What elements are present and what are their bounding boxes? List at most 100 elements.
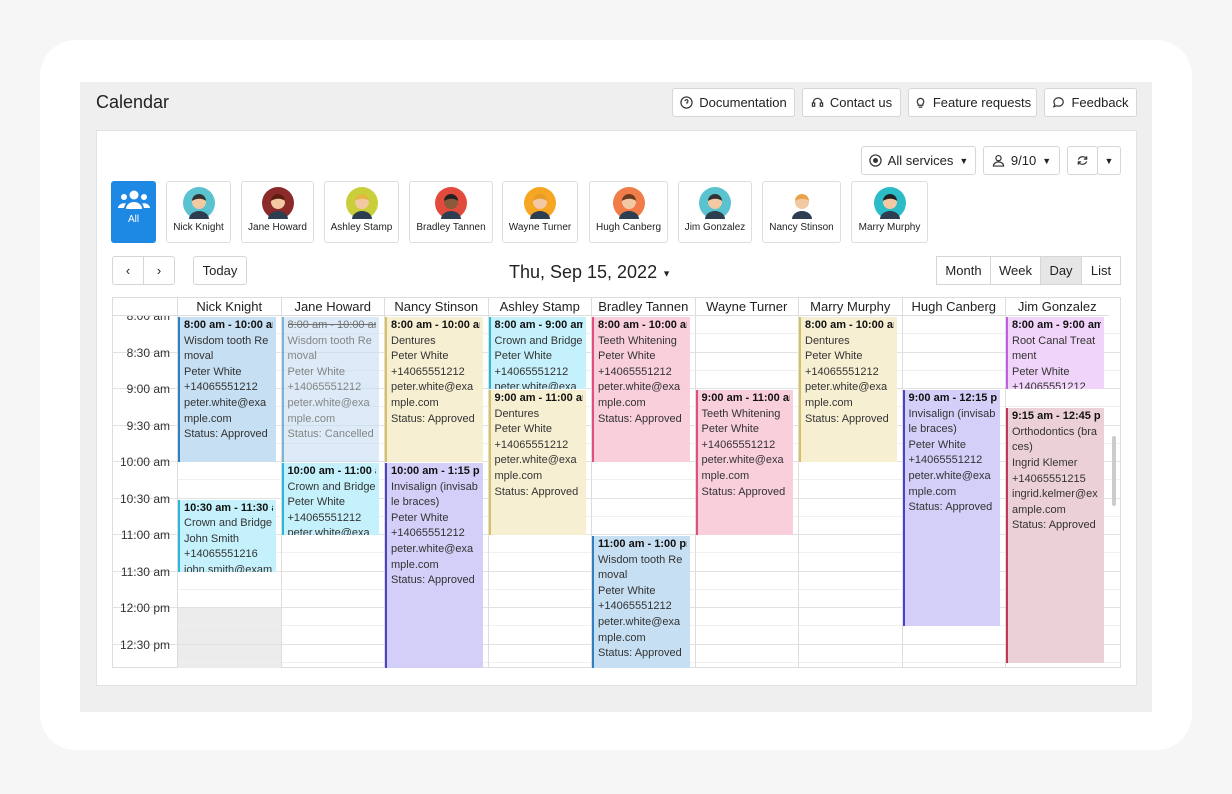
column-line (694, 316, 696, 668)
view-button[interactable]: List (1081, 256, 1121, 285)
event-line: Status: Approved (391, 574, 475, 587)
staff-filter[interactable]: Ashley Stamp (324, 181, 399, 243)
event-line: Teeth Whitening (701, 407, 781, 420)
time-label: 12:00 pm (119, 601, 170, 616)
event-line: Teeth Whitening (598, 334, 677, 347)
column-line (901, 316, 903, 668)
event[interactable]: 9:00 am - 11:00 am Dentures Peter White +14… (488, 390, 586, 536)
staff-filter-all[interactable]: All (111, 181, 156, 243)
event[interactable]: 8:00 am - 10:00 am Dentures Peter White +14… (799, 317, 897, 463)
event-line: Status: Approved (494, 485, 579, 498)
event-line: ingrid.kelmer@example.com (1012, 488, 1098, 516)
header-button[interactable]: Contact us (802, 88, 901, 117)
event[interactable]: 8:00 am - 9:00 am Crown and Bridge Peter W… (488, 317, 586, 390)
event[interactable]: 11:00 am - 1:00 pm Wisdom tooth Removal Pe… (592, 536, 690, 668)
header-corner (112, 298, 177, 316)
event[interactable]: 8:00 am - 9:00 am Root Canal Treatment Pet… (1006, 317, 1104, 390)
time-label: 9:30 am (126, 418, 170, 433)
event-line: Peter White (598, 584, 656, 597)
grid-line (177, 515, 1120, 517)
event-line: Peter White (391, 511, 449, 524)
event-line: Peter White (391, 350, 449, 363)
column-line (798, 316, 799, 668)
next-button[interactable]: › (143, 256, 175, 285)
column-header: Marry Murphy (798, 298, 902, 316)
view-button[interactable]: Day (1040, 256, 1082, 285)
services-dropdown[interactable]: All services ▼ (861, 146, 976, 175)
staff-filter[interactable]: Nick Knight (166, 181, 231, 243)
filter-label: Ashley Stamp (330, 222, 393, 233)
prev-button[interactable]: ‹ (112, 256, 144, 285)
event-line: Peter White (1012, 365, 1070, 378)
event-line: +14065551212 (391, 527, 465, 540)
filter-label: Hugh Canberg (595, 222, 662, 233)
event-time: 9:00 am - 12:15 pm (908, 392, 998, 405)
event-line: Crown and Bridge (494, 334, 583, 347)
refresh-button[interactable] (1067, 146, 1098, 175)
event[interactable]: 8:00 am - 10:00 am Wisdom tooth Removal Pe… (178, 317, 276, 463)
today-button[interactable]: Today (193, 256, 247, 285)
event[interactable]: 8:00 am - 10:00 am Wisdom tooth Removal Pe… (281, 317, 379, 463)
staff-filter[interactable]: Hugh Canberg (589, 181, 668, 243)
grid-line (112, 534, 1120, 536)
button-label: Feedback (1071, 95, 1129, 110)
time-label: 8:00 am (126, 316, 170, 323)
staff-filter[interactable]: Jim Gonzalez (678, 181, 752, 243)
header-button[interactable]: Documentation (672, 88, 795, 117)
event-line: Peter White (287, 496, 345, 509)
staff-filter[interactable]: Wayne Turner (502, 181, 578, 243)
staff-filter[interactable]: Marry Murphy (851, 181, 928, 243)
staff-dropdown[interactable]: 9/10 ▼ (983, 146, 1060, 175)
filter-label: Bradley Tannen (416, 222, 486, 233)
view-button[interactable]: Month (936, 256, 991, 285)
time-label: 11:00 am (120, 528, 170, 543)
dropdown-label: All services (887, 153, 954, 168)
filter-label: All (127, 214, 140, 225)
avatar (435, 187, 467, 219)
column-line (1005, 316, 1006, 668)
time-label: 10:30 am (119, 491, 170, 506)
staff-filter[interactable]: Bradley Tannen (409, 181, 493, 243)
refresh-menu[interactable]: ▼ (1097, 146, 1121, 175)
event-line: Status: Approved (598, 412, 682, 425)
filter-label: Wayne Turner (508, 222, 572, 233)
staff-filter[interactable]: Jane Howard (241, 181, 314, 243)
event[interactable]: 9:15 am - 12:45 pm Orthodontics (braces) I… (1006, 408, 1104, 663)
event[interactable]: 10:30 am - 11:30 am Crown and Bridge John … (178, 499, 276, 572)
event[interactable]: 9:00 am - 11:00 am Teeth Whitening Peter W… (695, 390, 793, 536)
event-line: Invisalign (invisable braces) (391, 480, 478, 509)
icon (1053, 97, 1065, 108)
time-label: 8:30 am (126, 345, 170, 360)
icon (916, 97, 925, 108)
staff-filter[interactable]: Nancy Stinson (762, 181, 841, 243)
view-button[interactable]: Week (990, 256, 1041, 285)
date-picker[interactable]: Thu, Sep 15, 2022 ▼ (470, 262, 710, 286)
event-line: Wisdom tooth Removal (287, 334, 372, 363)
event-line: Crown and Bridge (287, 480, 376, 493)
event-line: Peter White (598, 350, 656, 363)
event[interactable]: 8:00 am - 10:00 am Teeth Whitening Peter W… (592, 317, 690, 463)
unavailable-slot (177, 608, 281, 668)
event[interactable]: 10:00 am - 1:15 pm Invisalign (invisable … (385, 463, 483, 668)
header-button[interactable]: Feature requests (908, 88, 1037, 117)
event-line: +14065551212 (184, 381, 258, 394)
filter-label: Jane Howard (248, 222, 307, 233)
event-line: Dentures (494, 407, 540, 420)
header-button[interactable]: Feedback (1044, 88, 1137, 117)
time-label: 12:30 pm (119, 637, 170, 652)
event-line: +14065551212 (598, 600, 672, 613)
caret: ▼ (959, 155, 969, 166)
avatar (182, 187, 215, 219)
event-line: Peter White (908, 438, 966, 451)
event-time: 11:00 am - 1:00 pm (598, 538, 687, 551)
event-line: Peter White (805, 350, 863, 363)
event-line: +14065551212 (494, 365, 569, 378)
event[interactable]: 9:00 am - 12:15 pm Invisalign (invisable … (902, 390, 1000, 627)
event[interactable]: 8:00 am - 10:00 am Dentures Peter White +14… (385, 317, 483, 463)
event-line: Peter White (701, 423, 759, 436)
event-time: 8:00 am - 9:00 am (494, 319, 584, 331)
event-time: 8:00 am - 10:00 am (598, 319, 687, 331)
event-time: 8:00 am - 10:00 am (287, 319, 377, 331)
avatar (524, 187, 556, 219)
event[interactable]: 10:00 am - 11:00 am Crown and Bridge Peter… (281, 463, 379, 536)
